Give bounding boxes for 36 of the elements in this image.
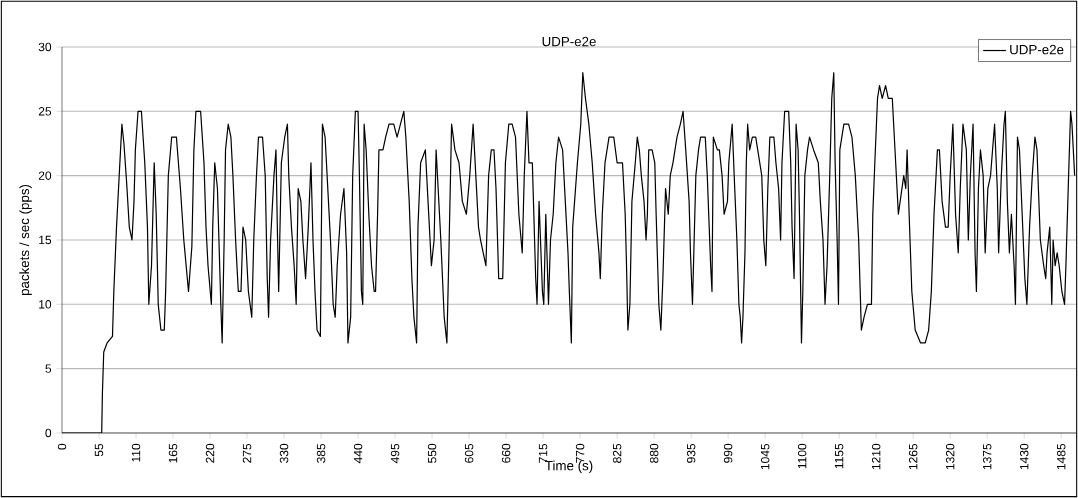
- x-tick-label: 550: [427, 443, 437, 463]
- x-tick-label: 1100: [797, 443, 807, 469]
- x-tick-label: 110: [131, 443, 141, 462]
- x-tick-label: 0: [57, 443, 67, 450]
- x-tick-label: 55: [94, 443, 104, 457]
- x-tick-label: 165: [168, 443, 178, 463]
- x-tick-label: 1375: [982, 443, 992, 470]
- x-tick-label: 1485: [1056, 443, 1066, 470]
- x-tick-label: 990: [723, 443, 733, 463]
- x-tick-label: 605: [464, 443, 474, 463]
- x-tick-label: 1430: [1019, 443, 1029, 470]
- y-tick-label: 25: [38, 107, 52, 116]
- x-tick-label: 1155: [834, 443, 844, 469]
- x-tick-label: 275: [242, 443, 252, 463]
- x-tick-label: 825: [612, 443, 622, 463]
- y-tick-label: 10: [39, 300, 52, 309]
- x-tick-label: 1265: [908, 443, 918, 470]
- y-tick-label: 30: [38, 42, 52, 52]
- x-tick-label: 660: [501, 443, 511, 463]
- y-axis-title: packets / sec (pps): [19, 184, 32, 296]
- x-tick-label: 1320: [945, 443, 955, 470]
- x-tick-label: 1210: [871, 443, 881, 470]
- x-tick-label: 440: [353, 443, 363, 464]
- x-tick-label: 220: [205, 443, 215, 463]
- y-tick-label: 0: [45, 428, 52, 438]
- legend-label: UDP-e2e: [1010, 44, 1064, 55]
- x-tick-label: 880: [649, 443, 659, 463]
- chart-title: UDP-e2e: [542, 36, 596, 47]
- x-tick-label: 1045: [760, 443, 770, 470]
- x-tick-label: 385: [316, 443, 326, 463]
- x-tick-label: 330: [279, 443, 289, 463]
- y-tick-label: 20: [38, 171, 52, 180]
- x-tick-label: 935: [686, 443, 696, 463]
- x-tick-label: 495: [390, 443, 400, 464]
- y-tick-label: 15: [39, 235, 52, 245]
- y-tick-label: 5: [45, 364, 52, 373]
